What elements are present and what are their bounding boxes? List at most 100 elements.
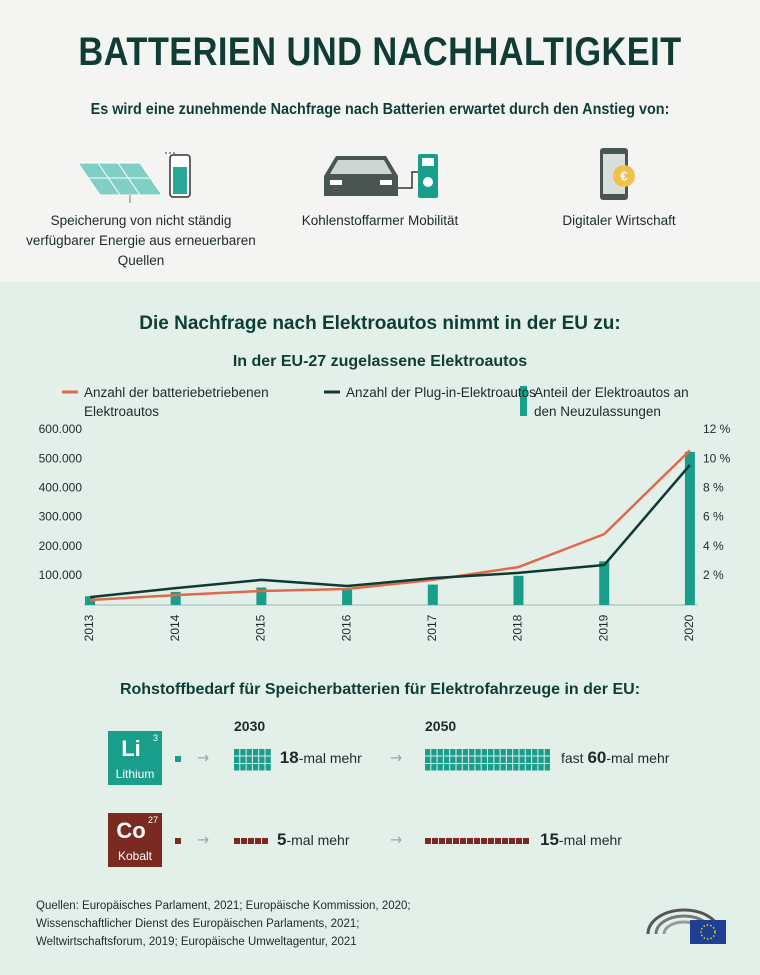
square [443,749,450,756]
arrow: → [390,748,403,767]
square-group [425,838,529,844]
multiplier: 5-mal mehr [277,830,349,850]
square [431,749,437,756]
car-icon [324,154,438,198]
factor: 15 [540,830,559,849]
arrow: → [390,830,403,849]
unit-square [175,756,181,762]
bar [599,561,610,605]
square-group [425,749,550,771]
x-tick-label: 2020 [682,614,696,641]
square [240,764,246,771]
x-tick-label: 2014 [168,614,182,641]
square [494,764,500,771]
square [259,749,265,756]
square [481,756,487,763]
arrow: → [197,748,210,767]
element-tile: Li 3 Lithium [108,731,162,785]
square [509,838,515,844]
bar [85,596,95,605]
square [453,838,459,844]
chart-title: In der EU-27 zugelassene Elektroautos [232,353,528,370]
square [234,749,240,756]
legend-label: Anzahl der batteriebetriebenen Elektroau… [84,385,269,419]
square [439,838,445,844]
sources: Quellen: Europäisches Parlament, 2021; E… [36,897,411,951]
square [255,838,261,844]
square [431,764,437,771]
y-tick-label: 500.000 [39,451,83,465]
square [456,749,462,756]
square [262,838,268,844]
square [475,749,481,756]
element-tile: Co 27 Kobalt [108,813,162,867]
square [467,838,473,844]
year-label: 2050 [425,718,457,734]
suffix: -mal mehr [298,750,362,766]
square [446,838,452,844]
square [488,764,494,771]
square [425,764,431,771]
solar-icon [77,152,191,203]
source-line: Quellen: Europäisches Parlament, 2021; E… [36,900,411,912]
square [252,764,259,771]
square [241,838,247,844]
square [513,756,519,763]
square [437,764,443,771]
square [265,749,271,756]
square [488,838,494,844]
square [481,838,487,844]
square [532,764,538,771]
square [469,749,475,756]
year-label: 2030 [234,718,266,734]
square [259,756,265,763]
svg-text:€: € [620,168,627,183]
ep-logo [646,908,726,944]
square [494,756,500,763]
line [89,449,691,602]
source-line: Weltwirtschaftsforum, 2019; Europäische … [36,936,357,948]
y-tick-label: 300.000 [39,510,83,524]
bar [513,575,524,605]
square [475,764,481,771]
square [425,749,431,756]
square [544,756,550,763]
square [532,749,538,756]
x-tick-label: 2017 [425,614,439,641]
y-tick-label: 600.000 [39,422,83,436]
y2-tick-label: 8 % [703,481,724,495]
square [544,764,550,771]
square [500,764,506,771]
element-symbol: Co [116,818,146,843]
arrow: → [197,830,210,849]
square [234,764,240,771]
y-tick-label: 100.000 [39,568,83,582]
square [494,749,500,756]
element-number: 27 [147,815,158,825]
square [544,749,550,756]
element-name: Lithium [115,767,155,781]
square [506,749,513,756]
square [425,838,431,844]
square [432,838,438,844]
suffix: -mal mehr [558,832,622,848]
square [538,764,544,771]
square [425,756,431,763]
square [488,749,494,756]
materials-title: Rohstoffbedarf für Speicherbatterien für… [119,681,641,698]
square [519,764,525,771]
square-group [234,838,268,844]
suffix: -mal mehr [286,832,350,848]
square [525,756,532,763]
square [469,764,475,771]
square [506,756,513,763]
y2-tick-label: 4 % [703,539,724,553]
multiplier: 15-mal mehr [540,830,622,850]
square [462,749,469,756]
square [474,838,480,844]
x-tick-label: 2015 [254,614,268,641]
source-line: Wissenschaftlicher Dienst des Europäisch… [36,918,360,930]
section-title: Die Nachfrage nach Elektroautos nimmt in… [139,313,621,334]
square [481,749,487,756]
